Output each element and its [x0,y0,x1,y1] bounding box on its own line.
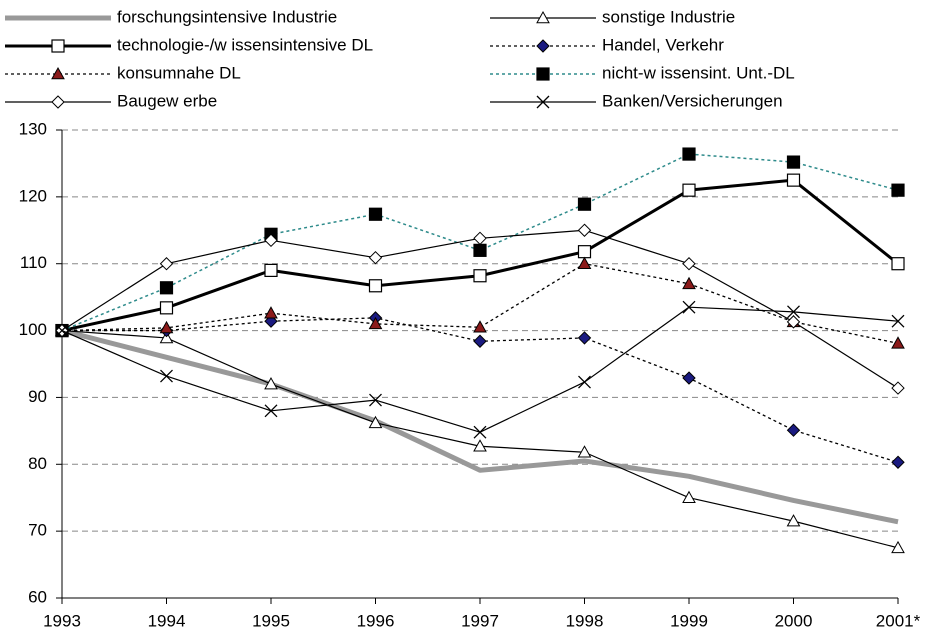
data-point [682,276,696,290]
series-line [61,263,899,344]
data-point [682,490,696,504]
data-point [577,445,592,458]
data-point [891,540,905,554]
legend-label: Banken/Versicherungen [602,91,783,110]
data-point [264,377,278,390]
series-line [61,153,899,332]
y-tick-label: 70 [28,521,47,540]
data-point [577,197,592,211]
data-point [577,256,592,270]
legend-marker [536,95,550,109]
y-tick-label: 130 [19,119,47,138]
data-point [159,257,174,271]
data-point [682,300,696,314]
data-point [891,257,905,271]
x-tick-label: 1995 [252,611,290,630]
data-point [577,331,592,345]
data-point [473,243,487,257]
data-point [786,173,801,187]
data-point [473,269,487,283]
data-point [264,306,278,319]
data-point [159,301,174,315]
y-tick-label: 90 [28,387,47,406]
legend-label: nicht-w issensint. Unt.-DL [602,63,795,82]
x-tick-label: 1996 [357,611,395,630]
data-point [159,320,174,334]
data-point [264,404,278,418]
data-point [159,281,174,295]
data-point [473,231,487,246]
data-point [891,381,905,395]
data-point [369,393,382,407]
data-point [473,425,487,439]
data-point [786,155,801,169]
x-tick-label: 2001* [876,611,921,630]
data-point [368,415,383,429]
y-tick-label: 110 [20,253,47,272]
data-point [578,375,591,389]
legend-label: Baugew erbe [117,91,217,110]
data-point [264,263,278,277]
data-point [55,324,69,338]
x-tick-label: 1997 [461,611,499,630]
x-tick-label: 1999 [670,611,708,630]
data-point [891,183,905,197]
y-tick-label: 120 [19,186,47,205]
legend-marker [51,95,65,109]
data-point [264,233,278,248]
data-point [160,369,173,383]
data-point [786,423,801,437]
data-point [368,279,383,293]
series-line [61,328,899,525]
y-tick-label: 100 [19,320,47,339]
data-point [682,183,696,197]
legend-label: forschungsintensive Industrie [117,7,337,26]
y-tick-label: 60 [28,587,47,606]
legend-marker [536,10,550,24]
data-point [891,314,905,328]
legend-label: konsumnahe DL [117,63,241,82]
x-tick-label: 1998 [566,611,604,630]
data-point [786,315,801,329]
x-tick-label: 1993 [43,611,81,630]
y-tick-label: 80 [28,454,47,473]
data-point [891,336,905,349]
data-point [159,330,174,344]
data-point [577,223,592,237]
data-point [473,439,487,452]
data-point [473,320,487,333]
legend-label: technologie-/w issensintensive DL [117,35,373,54]
data-point [891,455,905,469]
x-tick-label: 2000 [775,611,813,630]
data-point [368,207,383,221]
x-tick-label: 1994 [148,611,186,630]
data-point [682,371,696,385]
legend-marker [51,39,65,53]
data-point [787,305,800,319]
data-point [368,250,383,265]
legend-marker [536,67,550,81]
legend-label: Handel, Verkehr [602,35,724,54]
data-point [577,245,592,259]
data-point [682,147,696,161]
data-point [473,334,487,348]
data-point [682,257,696,271]
legend-marker [536,39,550,53]
data-point [786,514,801,527]
data-point [368,316,383,330]
legend-marker [51,66,65,80]
legend-label: sonstige Industrie [602,7,735,26]
